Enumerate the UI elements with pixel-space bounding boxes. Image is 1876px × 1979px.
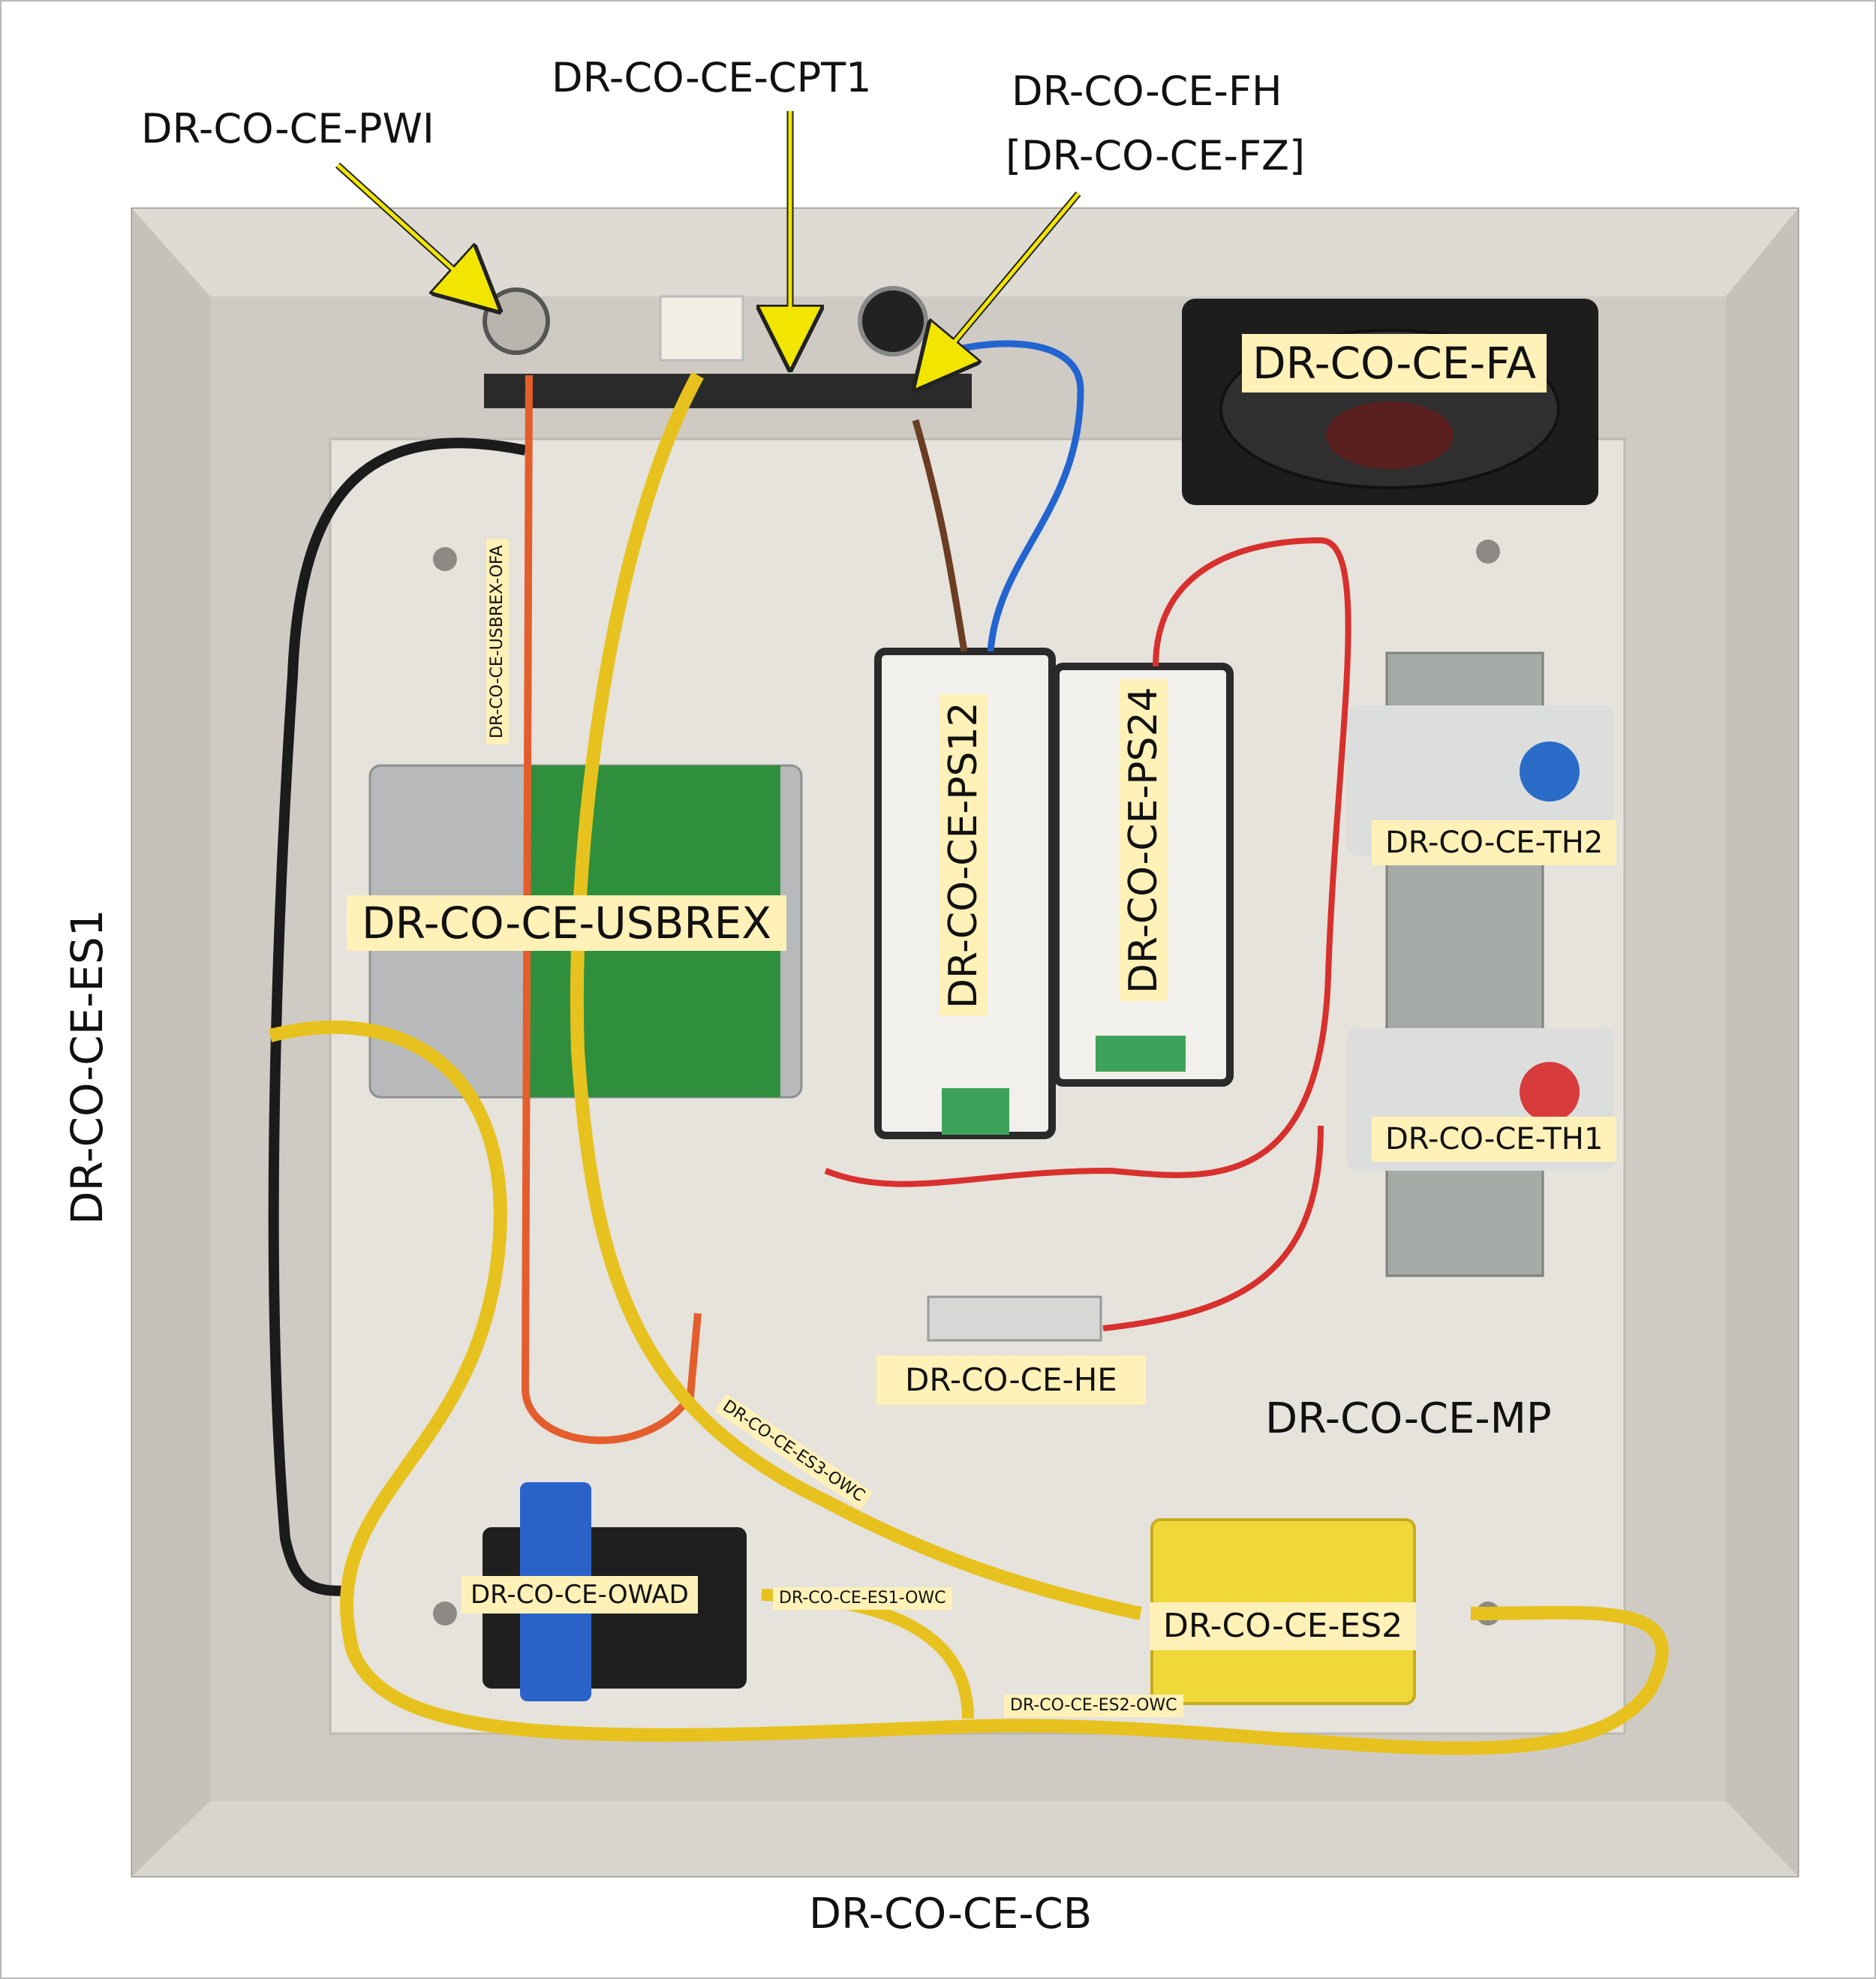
label-usbrex: DR-CO-CE-USBREX [347,895,787,951]
heater-element [927,1295,1102,1342]
cable-clamp [659,295,744,362]
label-fz: [DR-CO-CE-FZ] [1006,132,1306,179]
label-owad: DR-CO-CE-OWAD [461,1576,698,1614]
plate-screw [1476,540,1500,564]
red-wire [824,537,1351,1331]
fh-arrow-fill [920,192,1080,383]
plate-screw [433,547,457,571]
plate-screw [433,1602,457,1626]
yellow-cable-cpt [570,371,1142,1620]
fan-hub [1326,402,1454,469]
cable-gland [858,286,928,356]
label-es1: DR-CO-CE-ES1 [62,909,113,1225]
psu-12-terminals [942,1088,1009,1135]
label-usbrex-ofa: DR-CO-CE-USBREX-OFA [486,539,509,744]
label-cb: DR-CO-CE-CB [809,1890,1093,1938]
label-he: DR-CO-CE-HE [876,1355,1146,1405]
thermostat-2-dial [1520,741,1580,802]
black-cable [268,438,527,1596]
label-fh: DR-CO-CE-FH [1012,68,1282,115]
enclosure-right-wall [1726,209,1798,1876]
label-es2-owc: DR-CO-CE-ES2-OWC [1004,1695,1183,1717]
label-es1-owc: DR-CO-CE-ES1-OWC [773,1587,952,1610]
yellow-cable-loop [268,1020,1669,1755]
enclosure-bottom-wall [132,1801,1798,1876]
label-ps12: DR-CO-CE-PS12 [940,694,988,1016]
label-th1: DR-CO-CE-TH1 [1372,1117,1617,1162]
label-th2: DR-CO-CE-TH2 [1372,820,1617,865]
thermostat-1-dial [1520,1062,1580,1122]
blue-wire [921,340,1084,652]
psu-24-terminals [1096,1036,1186,1072]
cable-bar [484,374,972,408]
label-ps24: DR-CO-CE-PS24 [1120,679,1168,1001]
label-mp: DR-CO-CE-MP [1265,1394,1552,1443]
power-inlet-fitting [483,287,550,355]
pwi-arrow-fill [336,164,493,305]
label-fa: DR-CO-CE-FA [1242,334,1547,392]
orange-fiber [521,374,702,1445]
label-cpt1: DR-CO-CE-CPT1 [552,54,872,101]
brown-wire [912,419,968,652]
enclosure-top-wall [132,209,1798,296]
label-pwi: DR-CO-CE-PWI [141,105,434,152]
label-es2: DR-CO-CE-ES2 [1150,1602,1417,1650]
enclosure-left-wall [132,209,210,1876]
